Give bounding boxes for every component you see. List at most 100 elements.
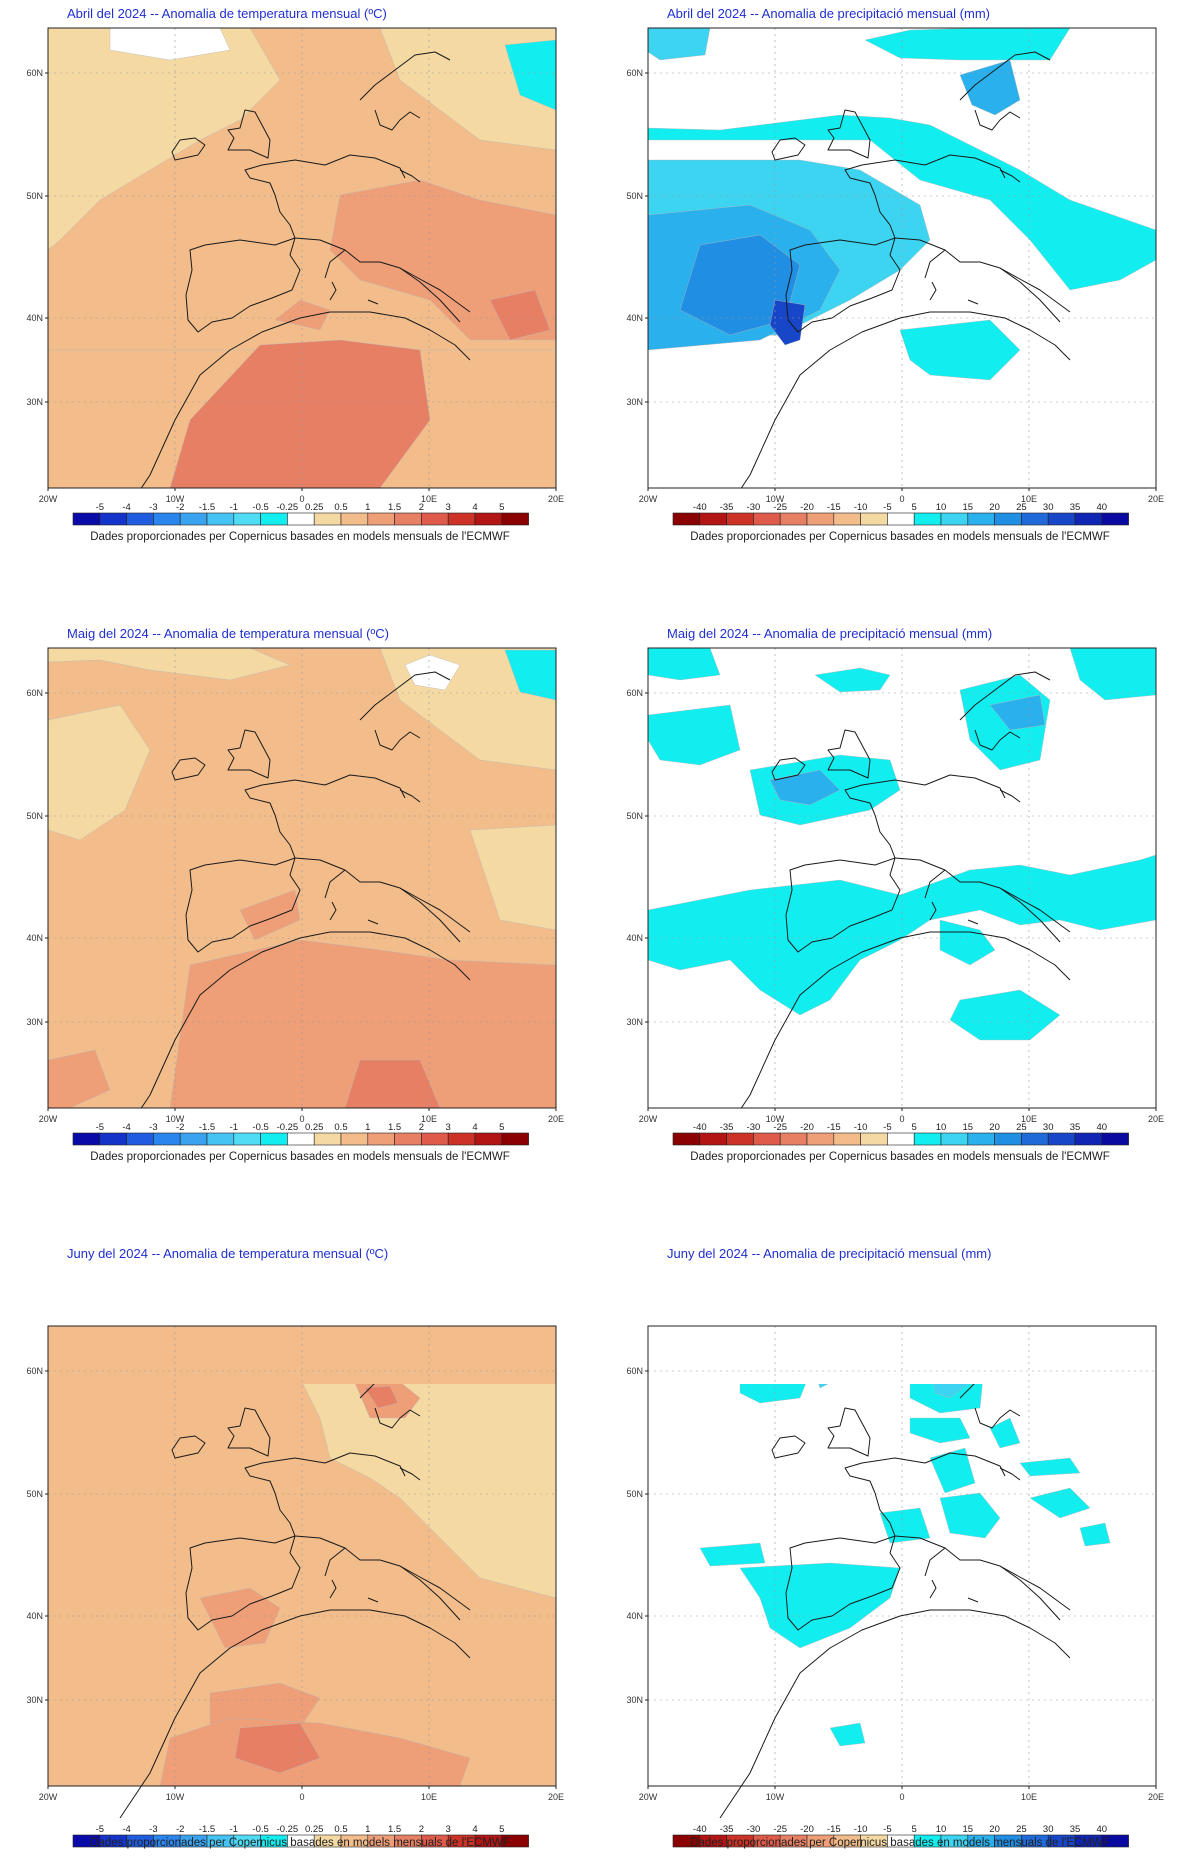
scale-label: 30 [1043,1824,1054,1835]
coastline [999,169,1021,183]
scale-label: 15 [963,502,974,513]
anomaly-region [364,1385,399,1409]
scale-label: 0.25 [305,502,324,513]
coastline [399,789,421,803]
scale-label: -1.5 [199,1824,215,1835]
scale-label: 1 [365,1122,370,1133]
lat-label: 50N [26,811,43,821]
lon-label: 10E [1021,1114,1037,1124]
scale-swatch [1074,512,1103,526]
scale-swatch [672,1132,701,1146]
scale-label: -1.5 [199,1122,215,1133]
coastline [894,857,1061,943]
anomaly-region [939,919,996,966]
color-scale: -5 -4 -3 -2 -1.5 -1 -0.5 -0.25 0.25 0.5 1 1.5 2 3 4 5 [72,1122,529,1146]
anomaly-region [648,28,711,61]
scale-label: -35 [720,1122,734,1133]
anomaly-region [1069,648,1156,701]
scale-label: 5 [912,502,917,513]
anomaly-region [199,1587,281,1649]
coastline [140,311,471,488]
color-scale: -5 -4 -3 -2 -1.5 -1 -0.5 -0.25 0.25 0.5 1 1.5 2 3 4 5 [72,502,529,526]
anomaly-region [864,28,1071,61]
scale-swatch [806,512,835,526]
scale-swatch [940,512,969,526]
scale-label: -3 [149,1824,157,1835]
anomaly-region [48,648,291,681]
scale-label: 4 [472,502,477,513]
scale-swatch [447,512,476,526]
scale-swatch [833,1132,861,1146]
scale-swatch [287,1132,315,1146]
scale-label: 20 [989,1122,1000,1133]
scale-swatch [699,1132,727,1146]
coastline [929,281,937,301]
coastline [329,1579,337,1599]
lat-label: 40N [626,313,643,323]
scale-label: -5 [883,1122,891,1133]
color-scale: -5 -4 -3 -2 -1.5 -1 -0.5 -0.25 0.25 0.5 1 1.5 2 3 4 5 [72,1824,529,1848]
lon-label: 0 [899,1114,904,1124]
coastline [367,1597,379,1603]
scale-label: 25 [1016,502,1027,513]
scale-label: 5 [499,1122,504,1133]
scale-label: -30 [747,1122,761,1133]
scale-label: -4 [122,1122,130,1133]
coastline [359,51,451,101]
scale-swatch [860,1132,888,1146]
coastline [894,237,1061,323]
scale-label: -40 [693,502,707,513]
scale-swatch [994,1132,1022,1146]
scale-label: -25 [773,1122,787,1133]
scale-swatch [153,512,181,526]
coastline [771,137,806,161]
scale-label: 0.5 [334,1824,347,1835]
scale-swatch [913,512,942,526]
coastline [959,671,1051,721]
coastline [329,281,337,301]
coastline [171,757,206,781]
scale-swatch [1101,512,1129,526]
scale-label: 1.5 [388,1824,401,1835]
scale-swatch [860,512,888,526]
scale-swatch [913,1132,942,1146]
coastline [959,51,1051,101]
scale-label: 2 [419,502,424,513]
anomaly-fields [48,648,556,1108]
scale-label: 2 [419,1122,424,1133]
lat-label: 30N [626,1695,643,1705]
coastline [171,1435,206,1459]
coastline [785,237,901,333]
map-title: Maig del 2024 -- Anomalia de temperatura… [67,626,389,641]
scale-label: -1.5 [199,502,215,513]
coastline [967,1597,979,1603]
scale-swatch [179,1132,208,1146]
lon-label: 10E [421,494,437,504]
scale-swatch [313,512,342,526]
lon-label: 20W [639,1792,658,1802]
anomaly-region [648,704,741,766]
scale-label: 15 [963,1122,974,1133]
coastline [999,887,1071,933]
coastline [740,931,1071,1108]
coastline [294,857,461,943]
coastline [359,671,451,721]
scale-label: -1 [230,1824,238,1835]
anomaly-region [909,1417,971,1444]
lon-label: 0 [299,494,304,504]
coastline [185,237,301,333]
lat-label: 60N [626,1366,643,1376]
lat-label: 60N [26,688,43,698]
scale-swatch [340,1132,369,1146]
lon-label: 10W [166,1792,185,1802]
map-title: Abril del 2024 -- Anomalia de temperatur… [67,6,387,21]
coastline [244,1452,406,1537]
coastline [924,1547,946,1577]
panel-may-prec: Maig del 2024 -- Anomalia de precipitaci… [600,620,1200,1240]
coastline [294,237,461,323]
coastline [974,1407,1021,1429]
scale-swatch [287,512,315,526]
scale-label: -35 [720,1824,734,1835]
lon-label: 10E [1021,494,1037,504]
panel-jun-temp: Juny del 2024 -- Anomalia de temperatura… [0,1240,600,1860]
